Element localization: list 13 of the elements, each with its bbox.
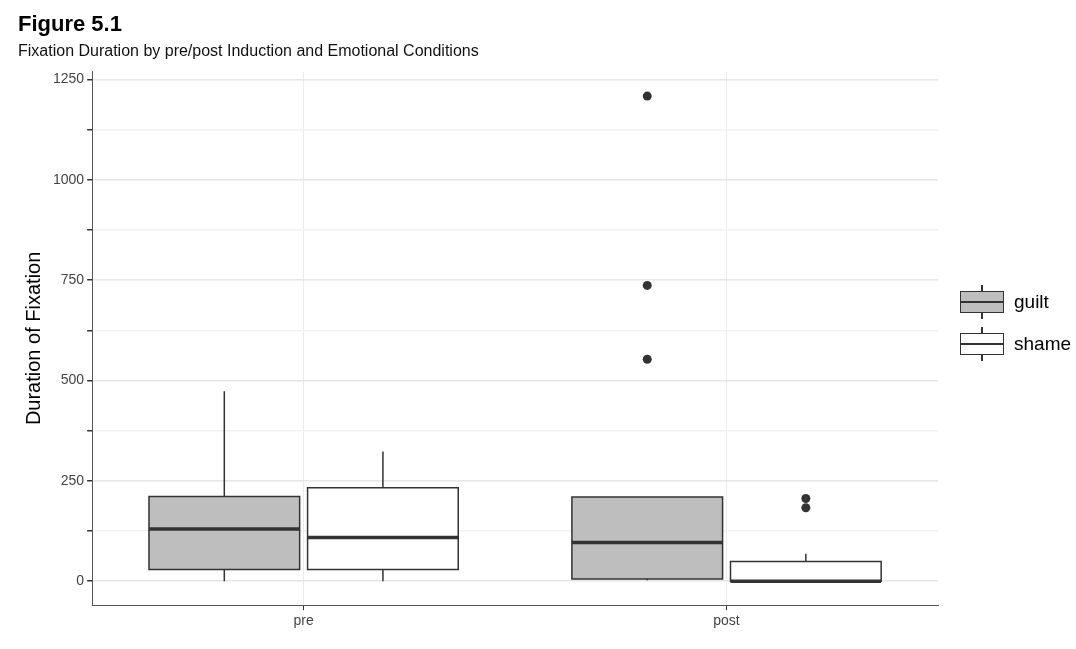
chart-title: Figure 5.1	[18, 11, 122, 37]
chart-subtitle: Fixation Duration by pre/post Induction and Emotional Conditions	[18, 42, 479, 60]
y-tick-label: 250	[60, 471, 85, 488]
y-tick-label: 750	[60, 271, 85, 288]
y-tick-label: 1250	[52, 70, 85, 87]
y-tick-label: 500	[60, 371, 85, 388]
y-tick-label: 0	[76, 571, 85, 588]
y-axis-title: Duration of Fixation	[21, 251, 44, 426]
y-tick-label: 1000	[52, 170, 85, 187]
text: shame	[1014, 333, 1072, 355]
x-tick-label: pre	[293, 612, 314, 629]
legend-label: guilt	[1014, 291, 1049, 313]
x-tick-label: post	[713, 612, 740, 629]
